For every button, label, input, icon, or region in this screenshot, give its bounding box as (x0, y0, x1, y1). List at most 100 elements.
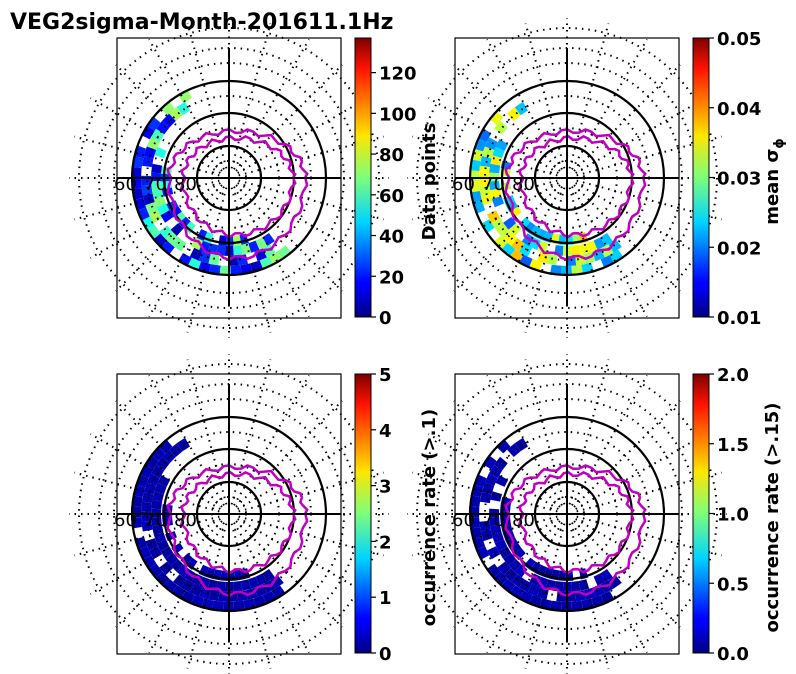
data-patch (500, 242, 516, 258)
meridian-line (573, 184, 681, 292)
data-patch (491, 196, 504, 208)
colorbar-tick-label: 1.5 (717, 435, 749, 456)
plot-frame (116, 373, 342, 655)
data-patch (189, 583, 203, 597)
data-patch (248, 240, 260, 253)
meridian-line (233, 186, 310, 318)
meridian-line (573, 520, 681, 628)
data-patch (489, 163, 501, 174)
data-patch (523, 221, 536, 234)
data-patch (490, 524, 502, 535)
meridian-line (237, 433, 369, 510)
meridian-line (412, 135, 558, 177)
data-patch (270, 575, 284, 589)
data-patch (199, 240, 211, 253)
colorbar-label: Data points (419, 123, 440, 241)
data-patch (494, 120, 508, 135)
data-patch (176, 437, 190, 452)
data-patch (152, 524, 164, 535)
data-patch (497, 225, 511, 240)
data-patch (153, 196, 166, 208)
data-patch (150, 446, 166, 461)
meridian-line (427, 97, 559, 174)
data-patch (529, 237, 541, 251)
data-patch (488, 464, 503, 478)
meridian-line (568, 359, 610, 505)
data-patch (486, 563, 501, 579)
data-patch (609, 249, 624, 264)
data-patch (507, 107, 521, 121)
data-patch (486, 210, 501, 224)
data-patch (157, 438, 173, 454)
lat-label-60: 60 (452, 510, 475, 531)
meridian-line (115, 520, 223, 628)
meridian-line (186, 359, 228, 505)
data-patch (486, 546, 501, 560)
data-patch (248, 576, 260, 589)
data-patch (469, 181, 480, 193)
data-patch (156, 539, 170, 552)
data-patch (537, 576, 549, 589)
data-patch (152, 233, 168, 248)
colorbar-tick-label: 100 (379, 104, 417, 125)
data-patch (162, 449, 176, 464)
lat-label-60: 60 (452, 174, 475, 195)
data-patch (514, 101, 528, 116)
data-patch (185, 557, 198, 570)
data-patch (131, 166, 142, 178)
data-patch (151, 181, 162, 191)
data-patch (527, 583, 541, 597)
data-patch (218, 235, 227, 246)
lat-label-60: 60 (114, 174, 137, 195)
figure-title: VEG2sigma-Month-201611.1Hz (10, 10, 393, 35)
meridian-line (453, 400, 561, 508)
colorbar-tick-label: 1 (379, 588, 392, 609)
data-patch (152, 188, 164, 199)
data-patch (600, 233, 613, 246)
colorbar-tick-label: 2.0 (717, 365, 749, 386)
meridian-line (486, 374, 563, 506)
dotted-ring (113, 62, 345, 294)
lat-label-80: 80 (512, 510, 535, 531)
colorbar-tick-label: 2 (379, 532, 392, 553)
data-patch (529, 573, 541, 587)
data-patch (141, 501, 152, 512)
meridian-line (524, 23, 566, 169)
dotted-ring (451, 398, 683, 630)
data-patch (571, 245, 581, 256)
meridian-line (453, 520, 561, 628)
meridian-line (427, 182, 559, 259)
plot-frame (454, 373, 680, 655)
data-patch (498, 546, 512, 559)
meridian-line (230, 23, 272, 169)
lat-label-80: 80 (174, 510, 197, 531)
meridian-line (235, 184, 343, 292)
data-patch (503, 568, 518, 582)
lat-label-70: 70 (144, 510, 167, 531)
data-patch (509, 585, 524, 600)
meridian-line (237, 518, 369, 595)
data-patch (491, 218, 506, 232)
data-patch (514, 437, 528, 452)
data-patch (495, 139, 509, 151)
data-patch (482, 455, 497, 470)
meridian-line (115, 184, 223, 292)
colorbar-label-subscript: ϕ (772, 138, 787, 148)
colorbar-tick-label: 0.01 (717, 308, 761, 329)
meridian-line (575, 97, 707, 174)
dotted-ring (78, 27, 380, 329)
data-patch (150, 464, 165, 478)
colorbar-tick-label: 1.0 (717, 505, 749, 526)
data-patch (600, 569, 613, 582)
meridian-line (571, 374, 648, 506)
data-patch (144, 455, 159, 470)
data-patch (494, 456, 508, 471)
data-patch (233, 245, 243, 256)
data-patch (160, 546, 174, 559)
data-patch (503, 553, 517, 566)
polar-panel-data-points: 60 70 80 0 20 40 60 80 100 120 Data points (69, 18, 440, 338)
data-patch (160, 240, 175, 256)
data-patch (593, 573, 606, 586)
data-patch (171, 585, 186, 600)
data-patch (146, 225, 161, 240)
